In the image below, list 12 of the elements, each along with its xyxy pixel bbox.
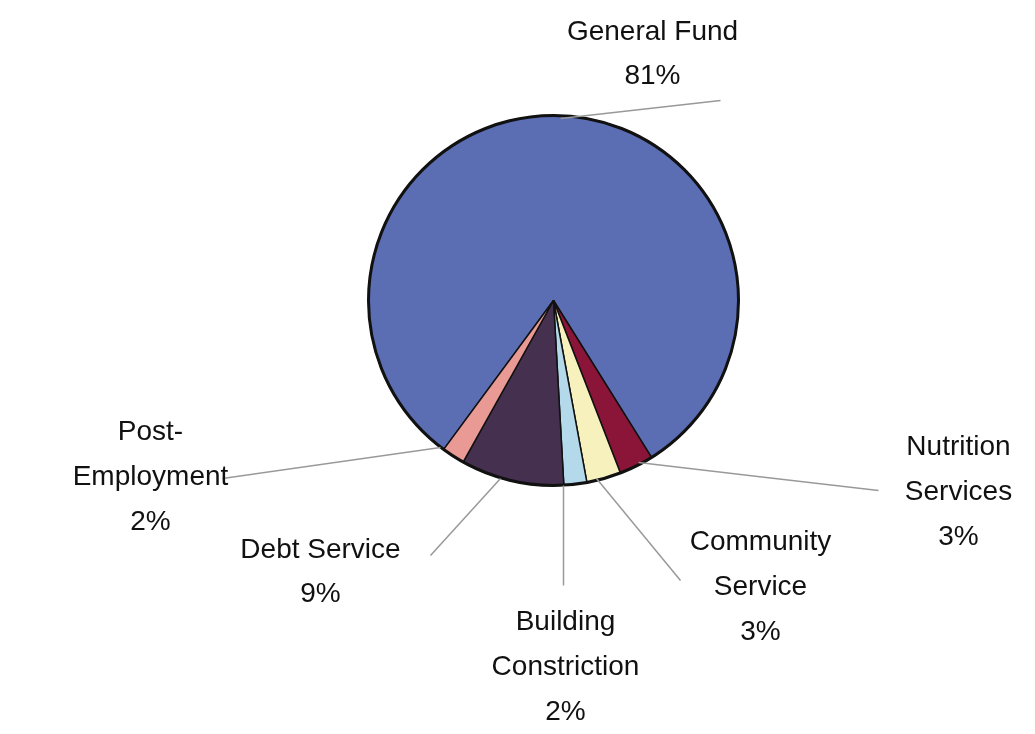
data-label: 9% bbox=[300, 577, 341, 609]
data-label: 81% bbox=[624, 59, 681, 91]
slice-label: General Fund bbox=[566, 14, 739, 46]
slice-label: Community Service bbox=[689, 525, 832, 601]
data-label: 3% bbox=[938, 519, 979, 551]
slice-label: Post-Employment bbox=[72, 415, 229, 491]
slice-label: Debt Service bbox=[240, 532, 401, 564]
data-label: 2% bbox=[545, 694, 586, 726]
slice-label: Nutrition Services bbox=[904, 430, 1013, 506]
data-label: 3% bbox=[740, 614, 781, 646]
data-label: 2% bbox=[130, 504, 171, 536]
slice-label: Building Constriction bbox=[491, 605, 640, 681]
